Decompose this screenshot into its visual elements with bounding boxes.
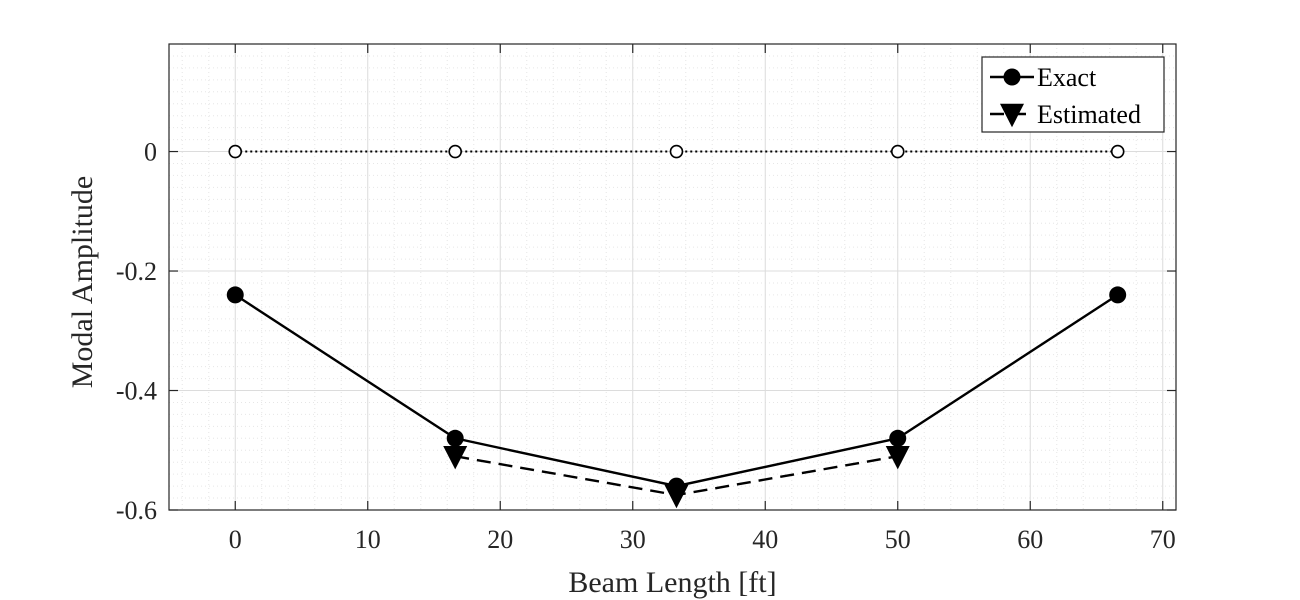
legend-marker-exact: [1003, 68, 1021, 86]
x-tick-label: 60: [1017, 525, 1043, 554]
x-tick-labels: 0 10 20 30 40 50 60 70: [229, 525, 1176, 554]
y-axis-label: Modal Amplitude: [66, 176, 99, 389]
plot-frame: [168, 43, 1177, 511]
legend-item-estimated: Estimated: [990, 100, 1141, 129]
legend: Exact Estimated: [981, 56, 1165, 133]
data-point-estimated: [885, 446, 910, 470]
x-tick-label: 10: [355, 525, 381, 554]
y-tick-label: -0.6: [116, 496, 157, 525]
data-point-exact: [1109, 286, 1127, 304]
x-tick-label: 40: [752, 525, 778, 554]
axis-ticks: [169, 44, 1176, 511]
x-axis-label: Beam Length [ft]: [568, 566, 776, 599]
legend-marker-estimated: [1000, 103, 1024, 128]
y-tick-labels: 0 -0.2 -0.4 -0.6: [116, 138, 157, 525]
data-point-zero: [890, 144, 905, 159]
data-point-exact: [446, 429, 464, 447]
legend-item-exact: Exact: [990, 63, 1097, 92]
y-tick-label: -0.2: [116, 257, 157, 286]
data-point-zero: [448, 144, 463, 159]
x-tick-label: 0: [229, 525, 242, 554]
x-tick-label: 70: [1150, 525, 1176, 554]
data-point-zero: [1110, 144, 1125, 159]
series-estimated: [443, 446, 910, 509]
x-tick-label: 50: [885, 525, 911, 554]
x-tick-label: 20: [487, 525, 513, 554]
series-layer: [226, 144, 1127, 509]
series-zero: [228, 144, 1125, 159]
data-point-estimated: [664, 484, 689, 509]
y-tick-label: -0.4: [116, 377, 157, 406]
data-point-exact: [889, 429, 907, 447]
legend-label-exact: Exact: [1037, 63, 1097, 92]
data-point-zero: [228, 144, 243, 159]
data-point-exact: [226, 286, 244, 304]
x-tick-label: 30: [620, 525, 646, 554]
legend-label-estimated: Estimated: [1037, 100, 1141, 129]
data-point-estimated: [443, 446, 468, 470]
y-tick-label: 0: [144, 138, 157, 167]
minor-grid: [169, 44, 1176, 510]
data-point-zero: [669, 144, 684, 159]
